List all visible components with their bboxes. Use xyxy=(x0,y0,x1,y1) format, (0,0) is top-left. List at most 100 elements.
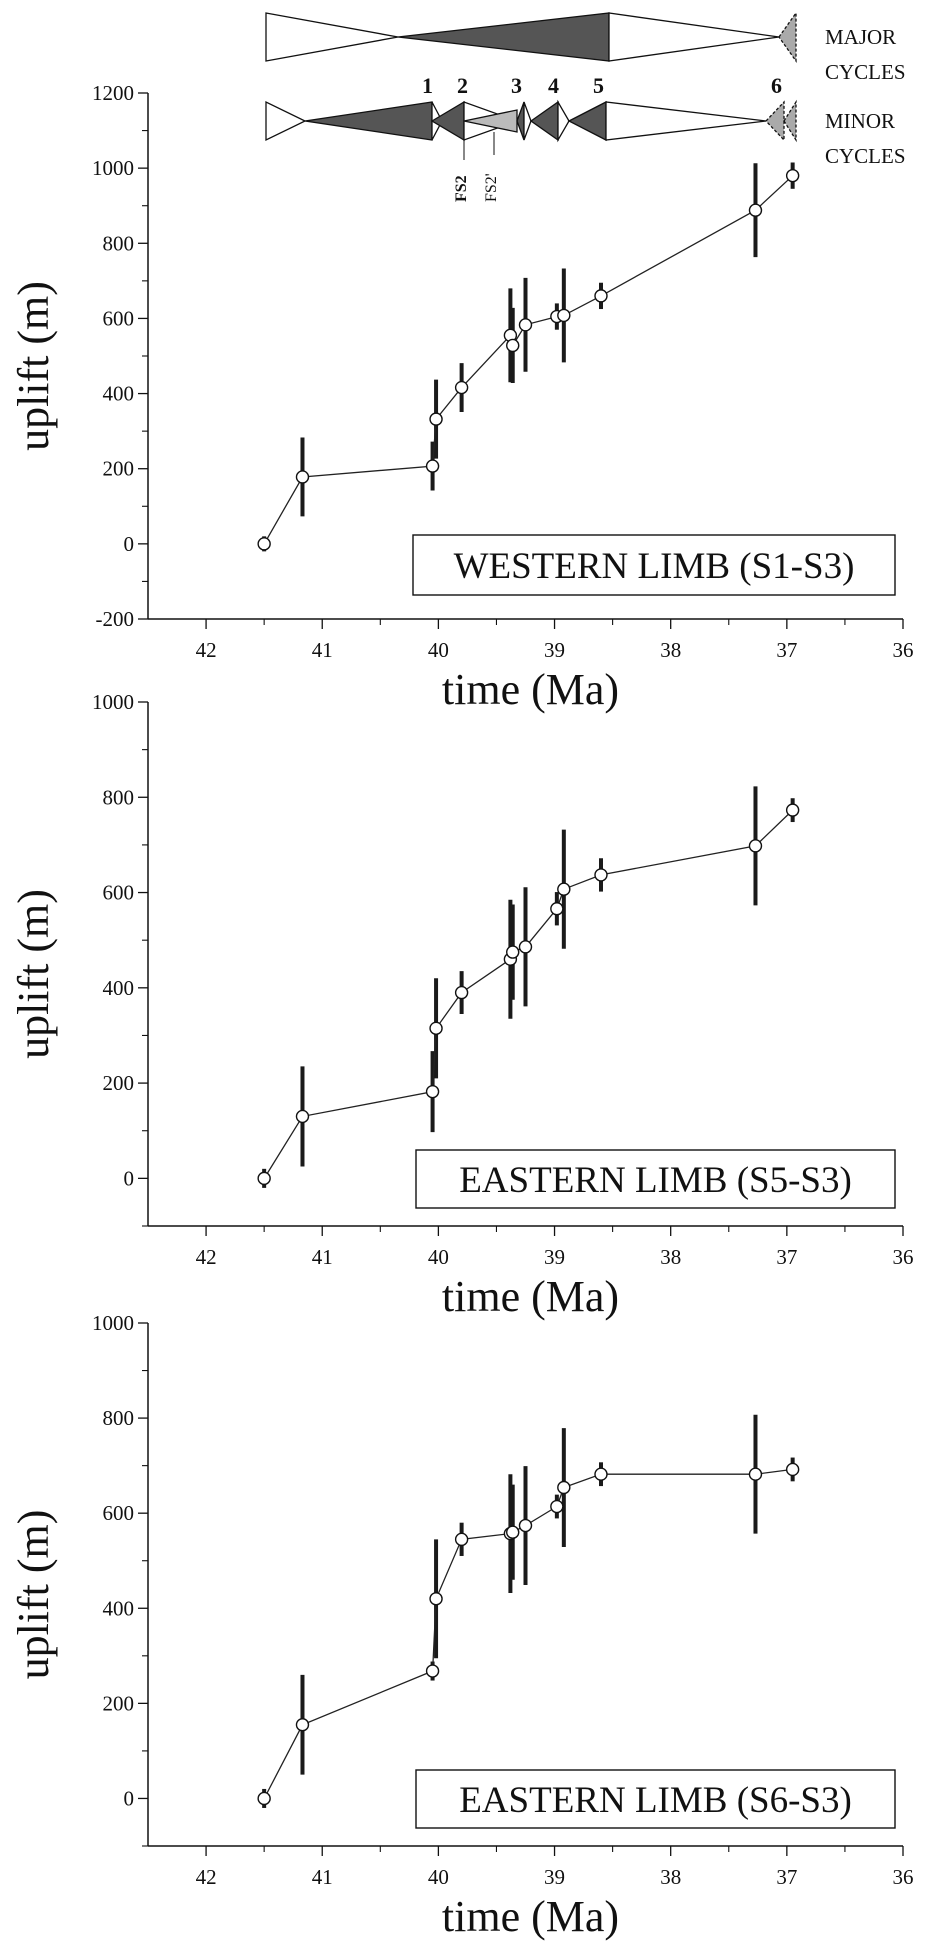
minor-cycle-filled-5 xyxy=(567,100,607,142)
minor-cycle-open-5 xyxy=(605,101,767,141)
x-tick-label: 38 xyxy=(660,1245,681,1269)
minor-cycles-band xyxy=(265,99,797,143)
chart-panel-2: 42 41 40 39 38 37 36 0 200 400 600 800 1000 time (Ma)… xyxy=(9,690,914,1321)
chart-panel-3: 42 41 40 39 38 37 36 0 200 400 600 800 1000 time (Ma)… xyxy=(9,1311,914,1941)
major-cycle-open-left xyxy=(265,12,399,62)
data-point xyxy=(785,1462,800,1477)
data-point xyxy=(557,882,571,896)
panel-label: EASTERN LIMB (S5-S3) xyxy=(459,1160,852,1201)
data-point xyxy=(748,203,763,217)
minor-cycle-dashed-6b xyxy=(783,99,797,143)
y-tick-label: 1000 xyxy=(92,690,134,714)
x-tick-label: 40 xyxy=(428,1245,449,1269)
panel-label-box xyxy=(415,1149,896,1209)
data-point xyxy=(425,459,440,473)
panel-label: WESTERN LIMB (S1-S3) xyxy=(454,546,855,587)
data-point xyxy=(429,1021,443,1036)
y-tick-label: 1200 xyxy=(92,81,134,105)
data-point xyxy=(518,940,533,954)
fs2-label: FS2 xyxy=(453,175,470,202)
data-point xyxy=(518,318,533,332)
y-tick-label: 400 xyxy=(103,976,135,1000)
y-tick-label: 200 xyxy=(103,1071,135,1095)
data-point xyxy=(454,985,469,1000)
data-point xyxy=(550,1499,564,1514)
minor-cycle-number-1: 1 xyxy=(422,73,433,98)
x-tick-label: 37 xyxy=(776,1245,797,1269)
minor-cycle-open-3 xyxy=(523,101,532,141)
minor-cycle-filled-4 xyxy=(529,100,559,142)
major-cycle-filled xyxy=(397,12,610,62)
series-line xyxy=(263,175,794,545)
y-tick-label: 200 xyxy=(103,1691,135,1715)
x-tick-label: 38 xyxy=(660,638,681,662)
data-point xyxy=(429,412,443,426)
data-point xyxy=(594,868,608,882)
data-point xyxy=(506,945,520,959)
x-tick-label: 41 xyxy=(312,638,333,662)
data-point xyxy=(785,803,800,817)
data-point xyxy=(454,1532,469,1547)
data-point xyxy=(748,1467,763,1481)
y-axis-title: uplift (m) xyxy=(9,889,58,1059)
x-tick-label: 39 xyxy=(544,1865,565,1889)
x-tick-label: 42 xyxy=(196,638,217,662)
y-tick-label: 600 xyxy=(103,306,135,330)
minor-cycle-filled-2 xyxy=(430,100,465,142)
x-tick-label: 40 xyxy=(428,638,449,662)
x-tick-label: 41 xyxy=(312,1865,333,1889)
data-point xyxy=(425,1084,440,1099)
major-cycles-label-1: MAJOR xyxy=(825,25,896,49)
y-tick-label: 800 xyxy=(103,785,135,809)
minor-cycle-number-2: 2 xyxy=(457,73,468,98)
minor-cycle-number-6: 6 xyxy=(771,73,782,98)
data-point xyxy=(594,1467,608,1481)
data-point xyxy=(557,1480,571,1495)
data-point xyxy=(550,902,564,916)
x-tick-label: 42 xyxy=(196,1245,217,1269)
y-axis-title: uplift (m) xyxy=(9,1510,58,1680)
cycle-diagram: MAJOR CYCLES MINOR CYCLES 1 2 3 4 5 6 xyxy=(265,10,906,202)
data-point xyxy=(295,470,310,484)
minor-cycle-dashed-6a xyxy=(765,100,785,142)
x-tick-label: 39 xyxy=(544,1245,565,1269)
y-tick-label: 1000 xyxy=(92,1311,134,1335)
minor-cycle-open-a xyxy=(265,100,307,142)
minor-cycles-label-1: MINOR xyxy=(825,109,895,133)
data-point xyxy=(295,1109,310,1124)
chart-panel-1: 42 41 40 39 38 37 36 -200 0 200 400 600 800 1000 1200 t… xyxy=(9,81,914,714)
y-tick-label: 400 xyxy=(103,1596,135,1620)
data-point xyxy=(506,1525,520,1539)
data-point xyxy=(429,1592,443,1606)
data-point xyxy=(425,1664,440,1678)
data-point xyxy=(257,537,271,551)
data-point xyxy=(257,1791,271,1806)
x-tick-label: 41 xyxy=(312,1245,333,1269)
panel-label-box xyxy=(412,534,896,596)
y-tick-label: 400 xyxy=(103,382,135,406)
major-cycle-dashed xyxy=(778,10,797,64)
x-axis-title: time (Ma) xyxy=(442,665,619,714)
x-tick-label: 40 xyxy=(428,1865,449,1889)
y-tick-label: 1000 xyxy=(92,156,134,180)
y-tick-label: 800 xyxy=(103,1406,135,1430)
minor-cycle-filled-3 xyxy=(516,101,525,141)
y-tick-label: 0 xyxy=(124,532,135,556)
x-tick-label: 36 xyxy=(893,638,914,662)
minor-cycle-open-4 xyxy=(557,99,570,143)
y-tick-label: -200 xyxy=(96,607,135,631)
x-tick-label: 36 xyxy=(893,1865,914,1889)
series-line xyxy=(263,809,794,1179)
x-tick-label: 37 xyxy=(776,638,797,662)
y-tick-label: 0 xyxy=(124,1166,135,1190)
minor-cycle-filled-1 xyxy=(304,101,433,141)
y-tick-label: 600 xyxy=(103,881,135,905)
y-tick-label: 800 xyxy=(103,231,135,255)
minor-cycle-number-3: 3 xyxy=(511,73,522,98)
data-point xyxy=(295,1718,310,1732)
data-point xyxy=(748,839,763,853)
series-line xyxy=(263,1468,793,1799)
x-tick-label: 38 xyxy=(660,1865,681,1889)
major-cycles-band xyxy=(265,10,797,64)
minor-cycle-number-5: 5 xyxy=(593,73,604,98)
